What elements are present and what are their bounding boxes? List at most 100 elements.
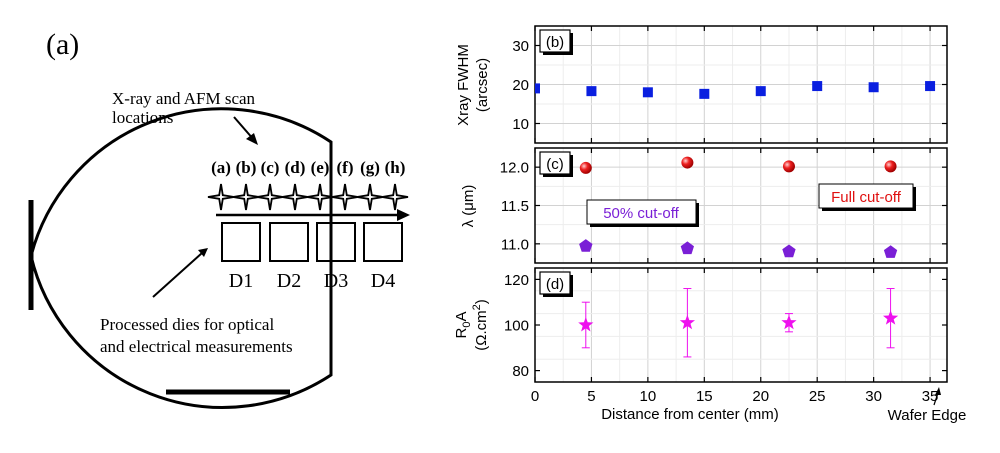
chart-panel-d: 80 100 120 (d) 0 5 10 15 20 25 30 35 Distance from c… <box>504 267 966 424</box>
x-tick-label: 5 <box>587 388 595 405</box>
data-point-square <box>699 88 710 99</box>
die-label-1: D1 <box>229 270 253 292</box>
data-point-star <box>883 310 899 325</box>
y-unit-main: (Ω.cm <box>473 310 490 350</box>
y-tick-label: 100 <box>504 318 529 335</box>
y-unit-sup: 2 <box>471 304 483 310</box>
y-axis-label-b-line1: Xray FWHM <box>455 44 472 126</box>
panel-label-box <box>539 151 571 175</box>
data-point-square <box>586 86 597 97</box>
scan-point-stars <box>207 183 409 211</box>
die-label-3: D3 <box>324 270 348 292</box>
dies-caption-line2: and electrical measurements <box>100 337 293 356</box>
data-point-square <box>868 82 879 93</box>
point-label-1: (a) <box>211 158 231 177</box>
scan-star-5 <box>306 183 334 211</box>
point-label-7: (g) <box>360 158 380 177</box>
scan-star-4 <box>281 183 309 211</box>
y-tick-label: 11.0 <box>501 236 529 253</box>
annotation-full-box <box>818 183 914 209</box>
point-label-4: (d) <box>285 158 306 177</box>
data-point-square <box>755 86 766 97</box>
panel-label-box <box>539 29 571 53</box>
x-tick-label: 15 <box>696 388 713 405</box>
plot-frame <box>534 267 948 383</box>
panel-label-a: (a) <box>46 28 79 61</box>
panel-label: (b) <box>546 34 564 51</box>
scan-star-2 <box>232 183 260 211</box>
die-square-3 <box>316 222 356 262</box>
y-axis-label-d-line1: R0A <box>453 312 473 339</box>
data-point-square <box>812 81 823 92</box>
chart-panel-c: 11.0 11.5 12.0 (c) 50% cut-off Full cut-off <box>500 147 948 264</box>
data-point-square <box>642 87 653 98</box>
y-tick-label: 11.5 <box>501 198 529 215</box>
scan-star-6 <box>331 183 359 211</box>
x-tick-label: 20 <box>752 388 769 405</box>
wafer-panel: (a) X-ray and AFM scan locations (a) (b)(… <box>28 28 410 409</box>
y-unit-tail: ) <box>473 299 490 304</box>
data-point-sphere <box>579 161 592 174</box>
wafer-edge-pointer-head <box>935 387 941 395</box>
data-point-star <box>679 314 695 330</box>
scan-star-3 <box>256 183 284 211</box>
x-tick-label: 0 <box>531 388 539 405</box>
data-point-star <box>578 317 594 332</box>
dies-pointer-arrowhead <box>198 248 208 257</box>
scan-direction-arrowhead <box>397 209 410 221</box>
x-tick-label: 25 <box>809 388 826 405</box>
die-square-4 <box>363 222 403 262</box>
panel-label: (c) <box>546 156 564 173</box>
y-tick-label: 20 <box>512 77 529 94</box>
x-axis-label: Distance from center (mm) <box>601 406 779 423</box>
chart-panel-b: 10 20 30 (b) <box>512 25 948 144</box>
data-point-pentagon <box>680 241 694 255</box>
y-tick-label: 120 <box>504 272 529 289</box>
chart-axis-labels: Xray FWHM (arcsec) λ (μm) R0A (Ω.cm2) <box>453 44 491 351</box>
annotation-half-box <box>586 199 697 225</box>
data-point-sphere <box>782 160 795 173</box>
data-point-pentagon <box>883 245 898 258</box>
die-square-1 <box>221 222 261 262</box>
x-tick-label: 35 <box>922 388 939 405</box>
y-axis-label-b-line2: (arcsec) <box>474 58 491 112</box>
data-point-square <box>925 81 936 92</box>
x-tick-label: 30 <box>865 388 882 405</box>
point-label-8: (h) <box>385 158 406 177</box>
die-square-2 <box>269 222 309 262</box>
data-point-pentagon <box>782 244 796 258</box>
point-label-2: (b) <box>236 158 257 177</box>
data-point-pentagon <box>579 239 593 252</box>
point-label-3: (c) <box>261 158 280 177</box>
x-tick-label: 10 <box>640 388 657 405</box>
data-point-square <box>535 83 540 94</box>
annotation-full-cutoff: Full cut-off <box>831 189 902 206</box>
y-tick-label: 10 <box>512 116 529 133</box>
y-label-sub: 0 <box>461 322 473 328</box>
scan-caption-line2: locations <box>112 108 173 127</box>
scan-point-labels: (a) (b) (c) (d) (e) (f) (g) (h) <box>211 158 405 177</box>
y-tick-label: 12.0 <box>500 160 529 177</box>
panel-label-box <box>539 271 571 295</box>
scan-star-8 <box>381 183 409 211</box>
scan-star-1 <box>207 183 235 211</box>
dies-caption-line1: Processed dies for optical <box>100 315 274 334</box>
panel-label: (d) <box>546 276 564 293</box>
data-point-sphere <box>681 156 694 169</box>
die-label-4: D4 <box>371 270 395 292</box>
point-label-5: (e) <box>311 158 330 177</box>
die-squares: D1 D2 D3 D4 <box>221 222 403 292</box>
annotation-half-cutoff: 50% cut-off <box>603 205 679 222</box>
die-label-2: D2 <box>277 270 301 292</box>
wafer-outline <box>29 107 333 409</box>
y-axis-label-d-line2: (Ω.cm2) <box>471 299 490 351</box>
scan-caption-line1: X-ray and AFM scan <box>112 89 256 108</box>
y-axis-label-c: λ (μm) <box>460 185 477 228</box>
y-tick-label: 30 <box>512 38 529 55</box>
scan-star-7 <box>356 183 384 211</box>
y-tick-label: 80 <box>512 363 529 380</box>
y-label-tail: A <box>453 312 470 322</box>
data-point-sphere <box>884 160 897 173</box>
scan-pointer-arrowhead <box>246 133 258 145</box>
